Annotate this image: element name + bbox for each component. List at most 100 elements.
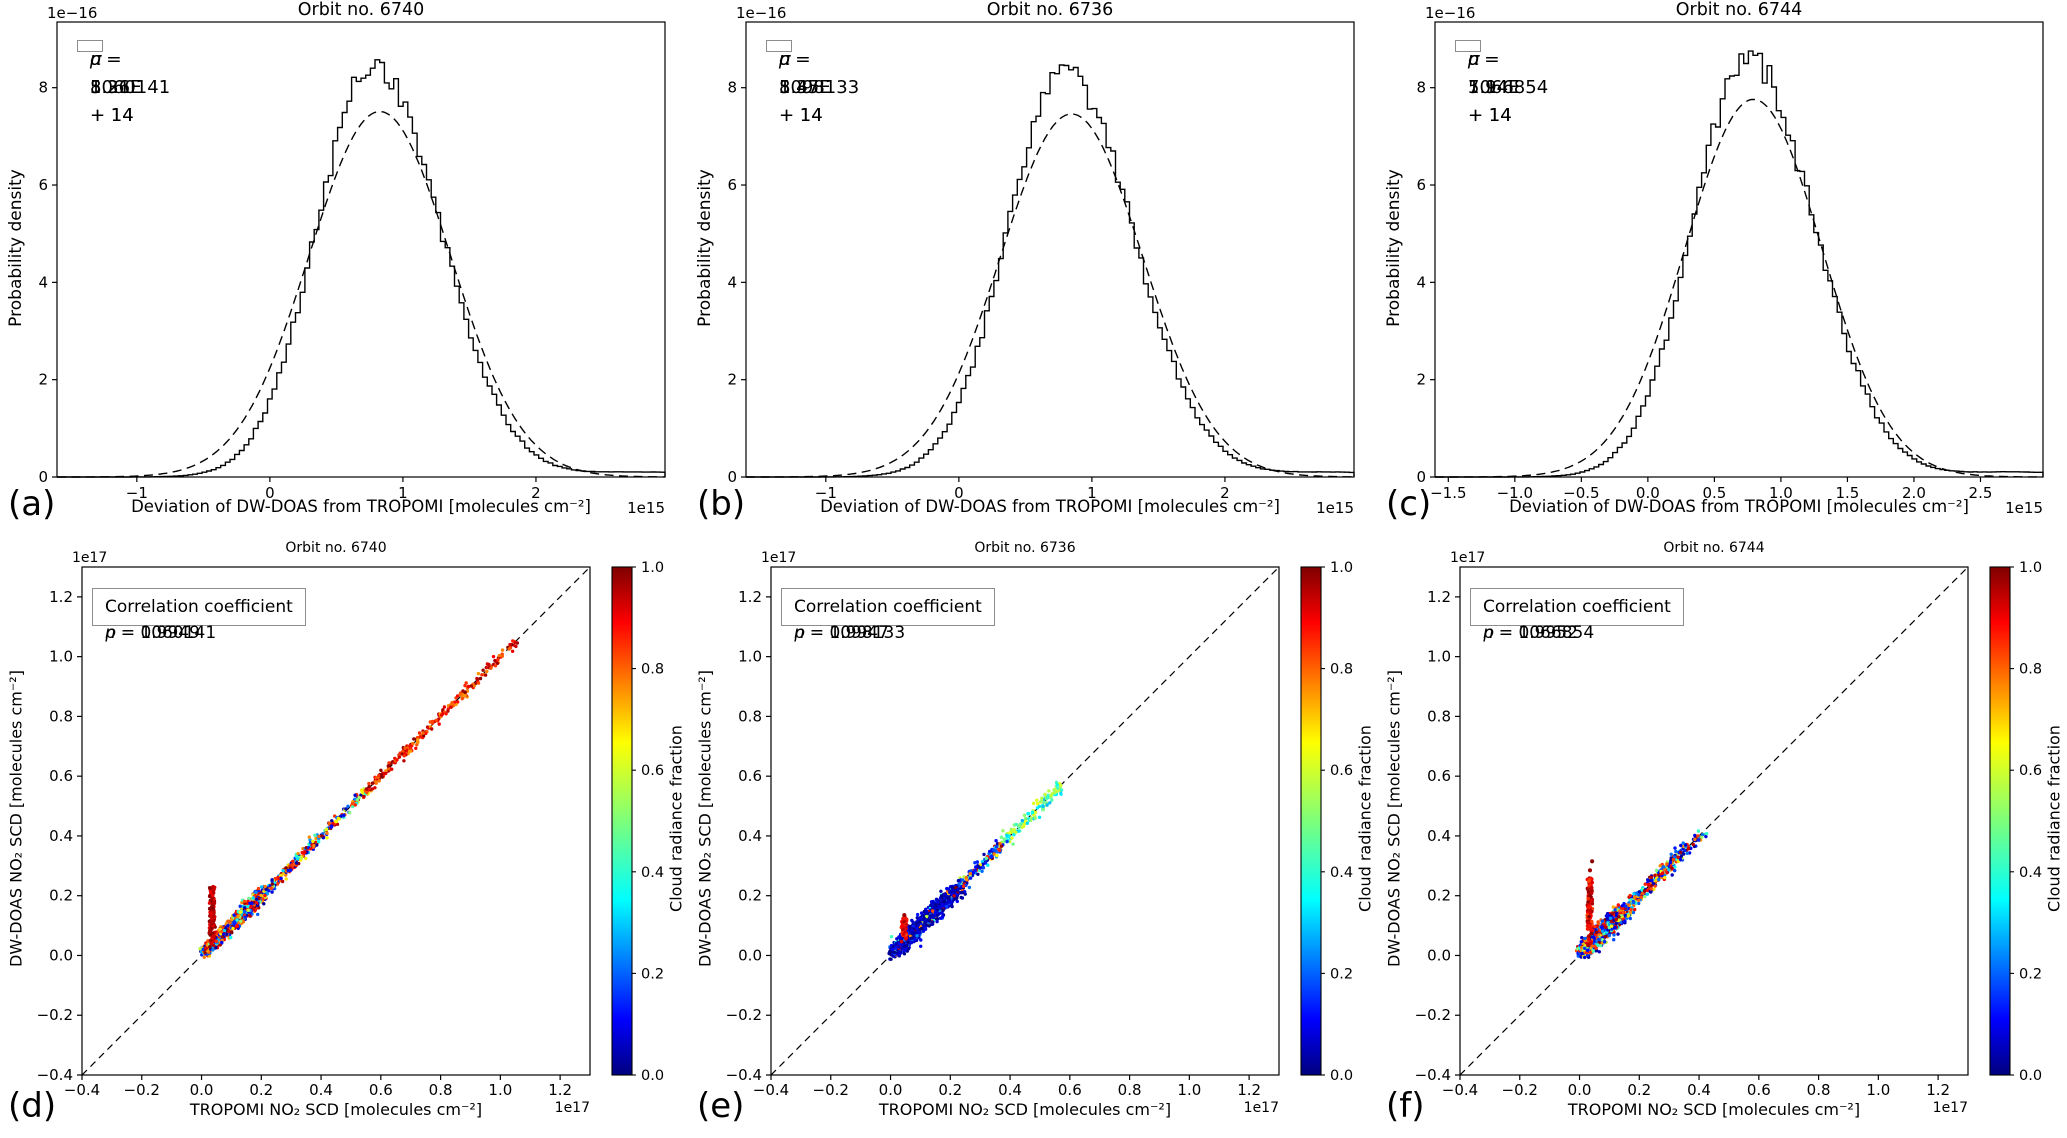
svg-text:−1.0: −1.0 — [1497, 484, 1533, 502]
svg-text:1: 1 — [1087, 484, 1097, 502]
svg-text:6: 6 — [1416, 176, 1426, 194]
svg-text:0.8: 0.8 — [1807, 1081, 1831, 1099]
svg-text:−0.2: −0.2 — [124, 1081, 160, 1099]
svg-text:1.0: 1.0 — [1177, 1081, 1201, 1099]
svg-text:0.0: 0.0 — [49, 946, 73, 964]
colorbar — [1989, 566, 2011, 1076]
svg-text:4: 4 — [38, 273, 48, 291]
colorbar — [611, 566, 633, 1076]
svg-text:−0.4: −0.4 — [726, 1066, 762, 1084]
svg-text:−0.2: −0.2 — [1502, 1081, 1538, 1099]
svg-text:0.4: 0.4 — [641, 865, 664, 881]
svg-text:−1: −1 — [815, 484, 837, 502]
svg-text:0.6: 0.6 — [1058, 1081, 1082, 1099]
hist-panel-a: −1 0 1 2 0 2 4 6 8 — [38, 21, 666, 502]
svg-text:0: 0 — [954, 484, 964, 502]
svg-text:0.4: 0.4 — [738, 827, 762, 845]
hist-panel-b: −1 0 1 2 0 2 4 6 8 — [727, 21, 1355, 502]
svg-text:0.8: 0.8 — [429, 1081, 453, 1099]
svg-text:0.6: 0.6 — [49, 767, 73, 785]
svg-text:1.2: 1.2 — [1926, 1081, 1950, 1099]
svg-text:0.6: 0.6 — [1747, 1081, 1771, 1099]
svg-text:2: 2 — [38, 371, 48, 389]
svg-text:−0.2: −0.2 — [1415, 1006, 1451, 1024]
svg-text:−1: −1 — [126, 484, 148, 502]
svg-text:0.0: 0.0 — [879, 1081, 903, 1099]
svg-text:1.0: 1.0 — [1769, 484, 1793, 502]
svg-text:1.0: 1.0 — [641, 560, 664, 576]
svg-text:0.4: 0.4 — [1687, 1081, 1711, 1099]
svg-text:1: 1 — [398, 484, 408, 502]
svg-text:0.8: 0.8 — [1427, 707, 1451, 725]
svg-text:0.0: 0.0 — [1636, 484, 1660, 502]
svg-text:1.2: 1.2 — [1427, 588, 1451, 606]
svg-text:−0.4: −0.4 — [1442, 1081, 1478, 1099]
svg-text:0.0: 0.0 — [738, 946, 762, 964]
svg-text:0.4: 0.4 — [49, 827, 73, 845]
svg-text:2: 2 — [1416, 371, 1426, 389]
svg-text:0.2: 0.2 — [641, 966, 664, 982]
svg-text:0.6: 0.6 — [738, 767, 762, 785]
svg-text:1.2: 1.2 — [548, 1081, 572, 1099]
svg-text:1.0: 1.0 — [738, 648, 762, 666]
colorbar — [1300, 566, 1322, 1076]
svg-text:6: 6 — [727, 176, 737, 194]
svg-text:0.2: 0.2 — [1627, 1081, 1651, 1099]
svg-text:1.0: 1.0 — [49, 648, 73, 666]
svg-text:0.4: 0.4 — [998, 1081, 1022, 1099]
svg-text:0.0: 0.0 — [641, 1068, 664, 1084]
svg-text:0.6: 0.6 — [369, 1081, 393, 1099]
svg-text:1.0: 1.0 — [1330, 560, 1353, 576]
svg-text:1.2: 1.2 — [738, 588, 762, 606]
svg-text:−0.4: −0.4 — [753, 1081, 789, 1099]
svg-text:−1.5: −1.5 — [1430, 484, 1466, 502]
svg-text:0.4: 0.4 — [309, 1081, 333, 1099]
svg-text:1.0: 1.0 — [1866, 1081, 1890, 1099]
svg-text:0.2: 0.2 — [1427, 887, 1451, 905]
svg-text:0.6: 0.6 — [1330, 763, 1353, 779]
svg-text:0.4: 0.4 — [1330, 865, 1353, 881]
svg-text:6: 6 — [38, 176, 48, 194]
svg-text:0.2: 0.2 — [738, 887, 762, 905]
scatter-panel-e: −0.4 −0.2 0.0 0.2 0.4 0.6 0.8 1.0 1.2 −0.4 −0.2 0.0… — [726, 560, 1354, 1099]
svg-text:0.4: 0.4 — [1427, 827, 1451, 845]
svg-text:0.0: 0.0 — [1330, 1068, 1353, 1084]
svg-text:2.0: 2.0 — [1902, 484, 1926, 502]
svg-text:4: 4 — [727, 273, 737, 291]
scatter-panel-d: −0.4 −0.2 0.0 0.2 0.4 0.6 0.8 1.0 1.2 −0.4 −0.2 0.0… — [37, 560, 665, 1099]
svg-text:0.8: 0.8 — [1118, 1081, 1142, 1099]
svg-text:0.2: 0.2 — [249, 1081, 273, 1099]
svg-text:2: 2 — [727, 371, 737, 389]
scatter-panel-f: −0.4 −0.2 0.0 0.2 0.4 0.6 0.8 1.0 1.2 −0.4 −0.2 0.0… — [1415, 560, 2043, 1099]
svg-text:0.2: 0.2 — [1330, 966, 1353, 982]
svg-text:0: 0 — [38, 468, 48, 486]
svg-text:4: 4 — [1416, 273, 1426, 291]
svg-text:0.8: 0.8 — [738, 707, 762, 725]
svg-text:1.2: 1.2 — [49, 588, 73, 606]
svg-text:0: 0 — [265, 484, 275, 502]
svg-text:0.8: 0.8 — [1330, 662, 1353, 678]
svg-text:0: 0 — [727, 468, 737, 486]
svg-text:−0.2: −0.2 — [37, 1006, 73, 1024]
svg-text:1.0: 1.0 — [488, 1081, 512, 1099]
svg-text:0.6: 0.6 — [641, 763, 664, 779]
svg-text:1.2: 1.2 — [1237, 1081, 1261, 1099]
hist-panel-c: −1.5 −1.0 −0.5 0.0 0.5 1.0 1.5 2.0 2.5 0 2 4 6 8 — [1416, 21, 2044, 502]
svg-text:2.5: 2.5 — [1969, 484, 1993, 502]
svg-text:0.0: 0.0 — [1568, 1081, 1592, 1099]
svg-text:0: 0 — [1416, 468, 1426, 486]
svg-text:0.6: 0.6 — [1427, 767, 1451, 785]
svg-text:1.5: 1.5 — [1835, 484, 1859, 502]
svg-text:−0.4: −0.4 — [37, 1066, 73, 1084]
svg-text:−0.2: −0.2 — [726, 1006, 762, 1024]
svg-text:0.8: 0.8 — [641, 662, 664, 678]
svg-text:−0.4: −0.4 — [1415, 1066, 1451, 1084]
svg-text:−0.2: −0.2 — [813, 1081, 849, 1099]
svg-text:0.2: 0.2 — [938, 1081, 962, 1099]
svg-text:8: 8 — [38, 79, 48, 97]
svg-text:−0.5: −0.5 — [1563, 484, 1599, 502]
svg-text:8: 8 — [1416, 79, 1426, 97]
svg-text:2: 2 — [531, 484, 541, 502]
svg-text:0.0: 0.0 — [1427, 946, 1451, 964]
